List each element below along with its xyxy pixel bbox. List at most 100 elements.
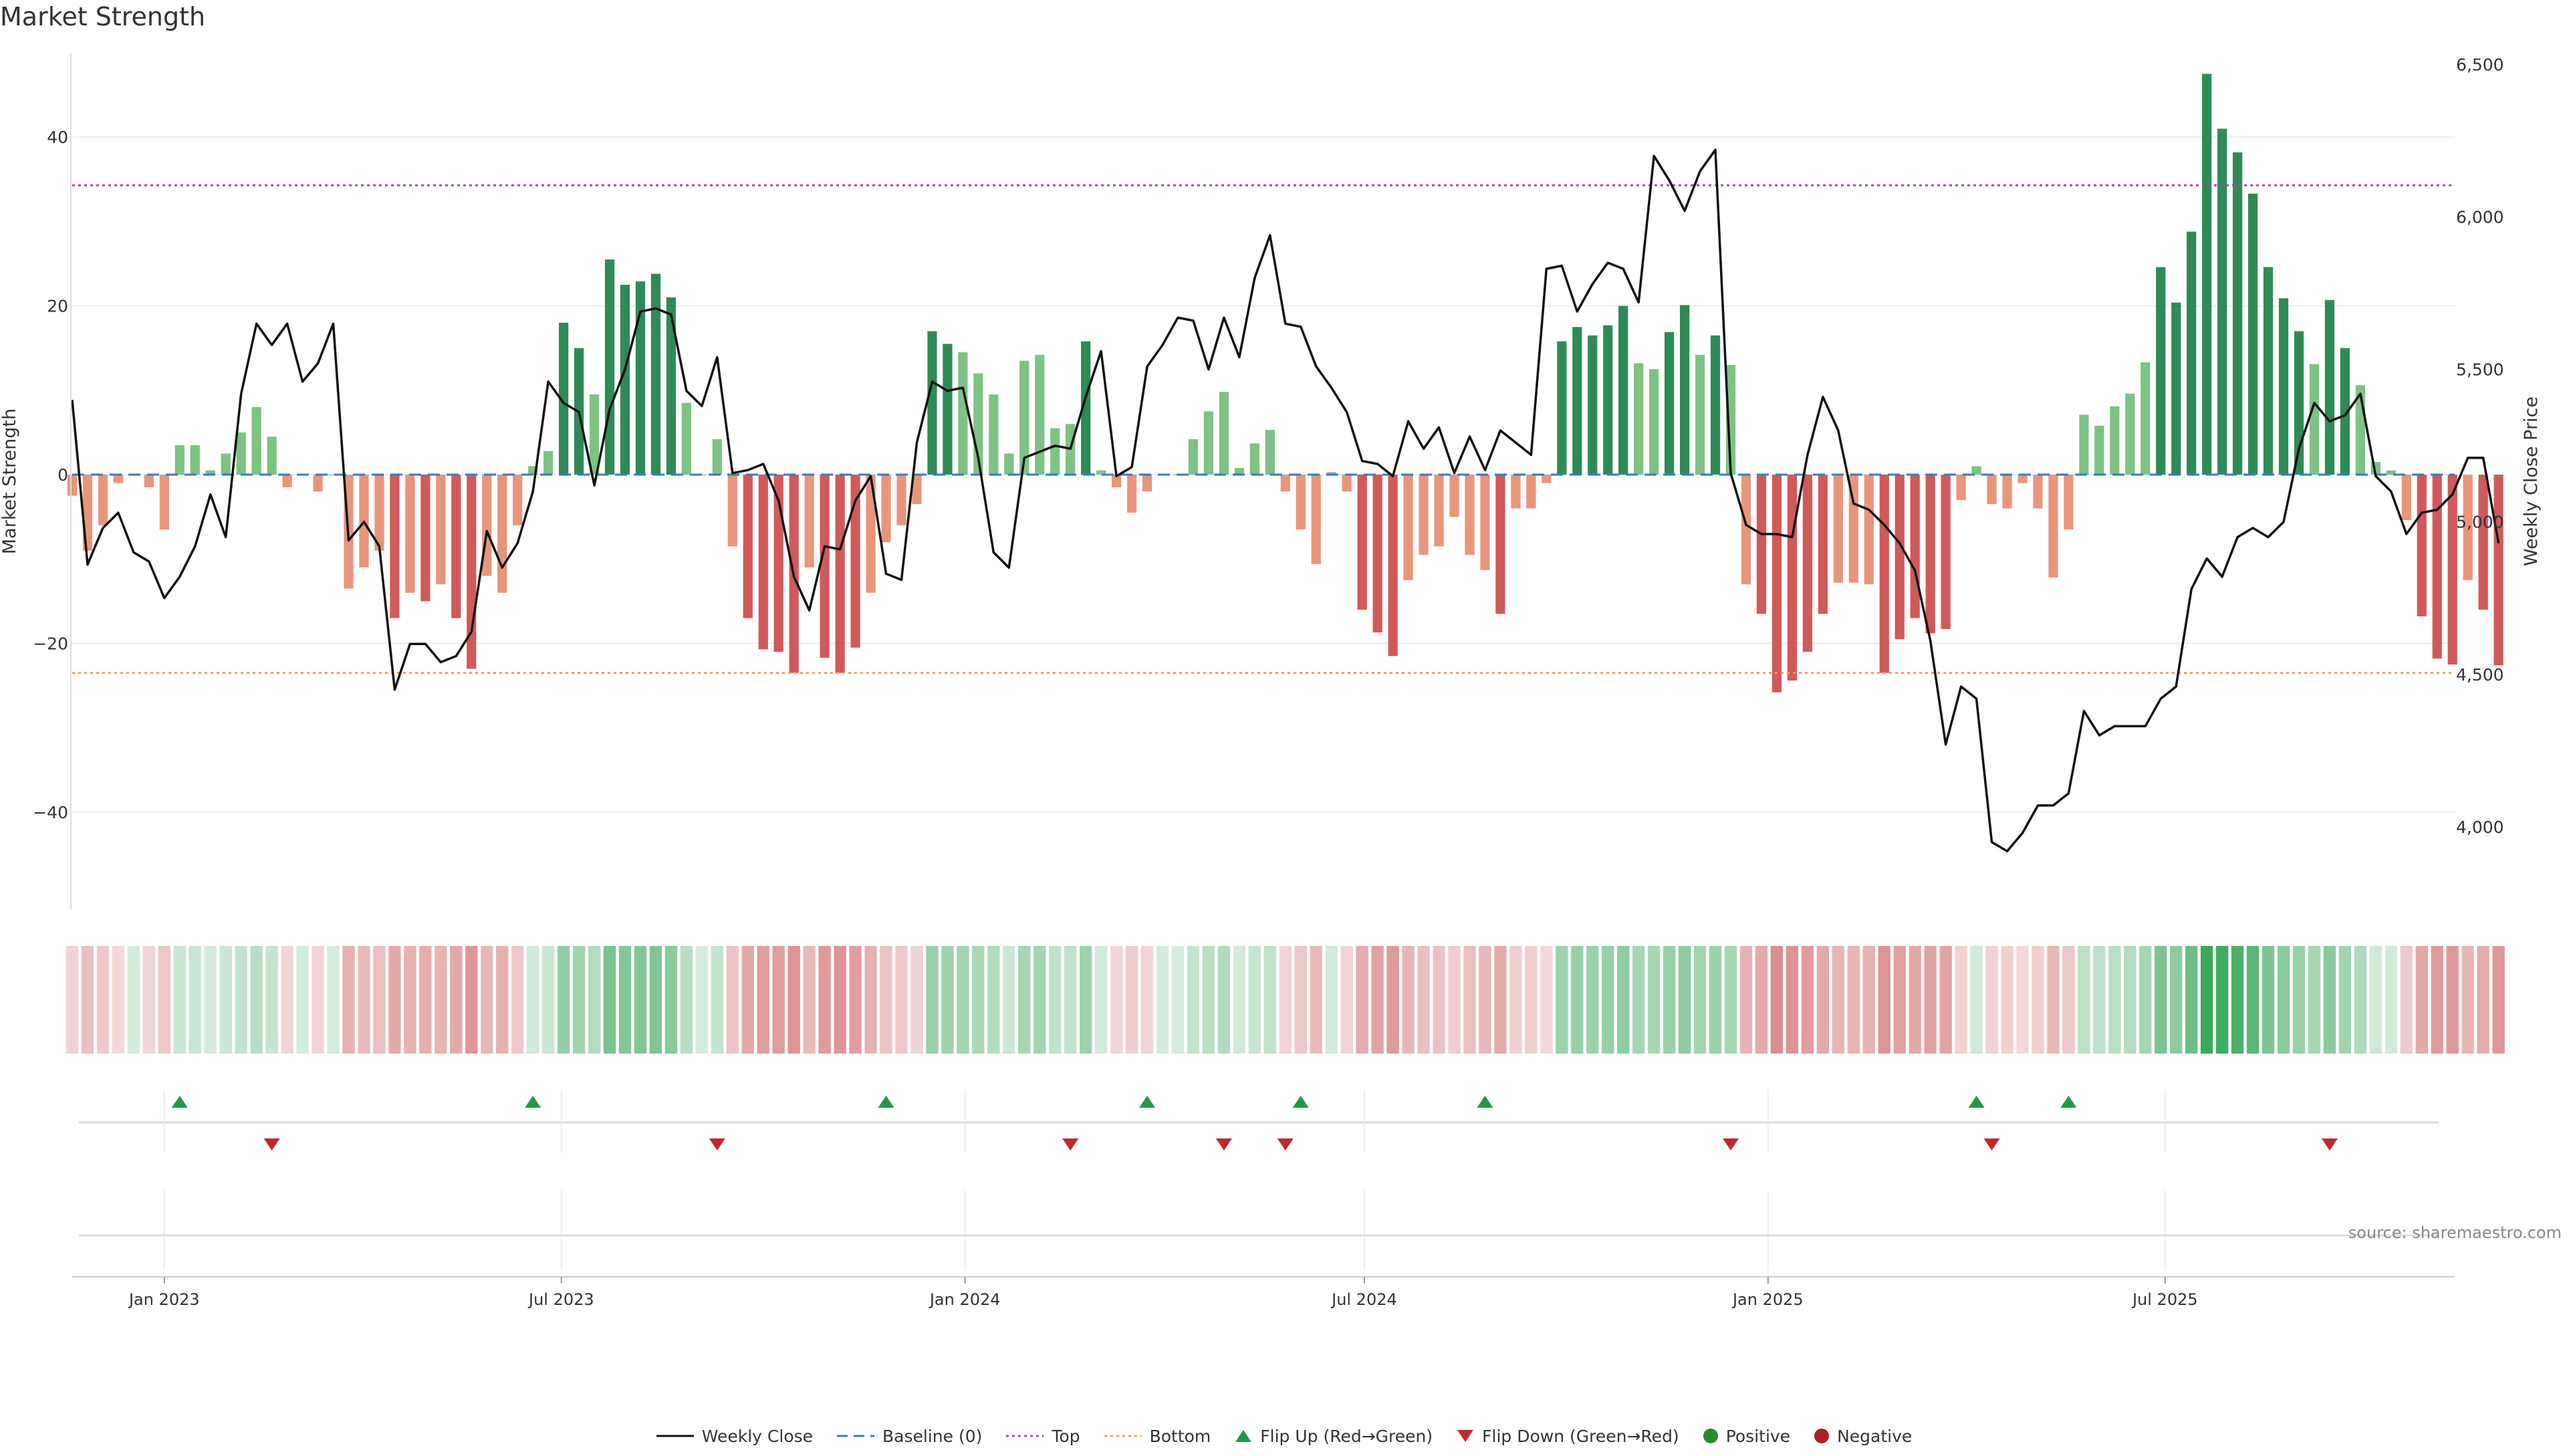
strength-bar (2217, 128, 2227, 475)
right-tick-label: 5,500 (2456, 360, 2504, 380)
heat-cell (373, 946, 386, 1054)
strength-bar (1910, 475, 1920, 618)
negative-dot-icon (1814, 1429, 1830, 1443)
strength-bar (635, 281, 646, 475)
heat-cell (435, 946, 447, 1054)
strength-bar (513, 475, 523, 525)
legend-top: Top (1005, 1427, 1080, 1446)
strength-bar (896, 475, 906, 525)
strength-bar (727, 475, 737, 547)
legend-baseline: Baseline (0) (836, 1427, 982, 1446)
heat-cell (618, 946, 632, 1054)
heat-cell (526, 946, 539, 1054)
strength-bar (1096, 470, 1106, 475)
strength-bar (604, 259, 615, 475)
strength-bar (2263, 267, 2274, 475)
heat-cell (741, 946, 754, 1054)
heat-cell (864, 946, 877, 1054)
strength-bar (436, 475, 446, 585)
heat-cell (2477, 946, 2489, 1054)
heat-cell (1724, 946, 1737, 1054)
heat-cell (158, 946, 171, 1054)
strength-bar (1649, 369, 1659, 475)
heat-cell (1371, 946, 1384, 1054)
heat-cell (880, 946, 892, 1054)
strength-bar (1280, 475, 1290, 492)
strength-bar (712, 439, 722, 475)
strength-bar (1665, 332, 1675, 475)
heat-cell (2492, 946, 2505, 1054)
strength-bar (2340, 348, 2350, 475)
strength-bar (113, 475, 124, 483)
heat-cell (1110, 946, 1123, 1054)
strength-bar (1480, 475, 1490, 570)
heat-cell (496, 946, 509, 1054)
heat-cell (1632, 946, 1645, 1054)
flip-up-marker (1139, 1096, 1156, 1108)
heat-cell (1816, 946, 1830, 1054)
strength-bar (1542, 475, 1552, 483)
strength-bar (251, 407, 261, 475)
heat-cell (1602, 946, 1614, 1054)
legend-baseline-label: Baseline (0) (882, 1426, 983, 1446)
heat-cell (2277, 946, 2290, 1054)
heat-cell (1755, 946, 1768, 1054)
strength-bar (1603, 325, 1613, 475)
flip-up-marker (525, 1096, 541, 1108)
heat-cell (695, 946, 709, 1054)
legend-positive: Positive (1702, 1427, 1790, 1446)
heat-cell (1049, 946, 1062, 1054)
heat-cell (1171, 946, 1185, 1054)
heat-cell (342, 946, 355, 1054)
heat-cell (2032, 946, 2044, 1054)
heat-cell (450, 946, 463, 1054)
heat-cell (511, 946, 524, 1054)
heat-cell (1556, 946, 1568, 1054)
strength-bar (236, 432, 246, 475)
heat-cell (588, 946, 601, 1054)
strength-bar (1741, 475, 1751, 585)
strength-bar (2048, 475, 2058, 578)
heat-cell (1003, 946, 1015, 1054)
heat-cell (2262, 946, 2275, 1054)
heat-cell (173, 946, 186, 1054)
heat-cell (204, 946, 217, 1054)
strength-bar (1987, 475, 1997, 505)
strength-bar (1357, 475, 1367, 610)
strength-bar (758, 475, 768, 650)
heat-cell (1325, 946, 1338, 1054)
heat-cell (1663, 946, 1676, 1054)
heat-cell (1924, 946, 1937, 1054)
strength-bar (1864, 475, 1874, 585)
strength-bar (943, 344, 953, 475)
heat-cell (1402, 946, 1415, 1054)
strength-bar (420, 475, 431, 602)
strength-bar (543, 451, 554, 475)
right-axis-label: Weekly Close Price (2521, 396, 2542, 566)
strength-bar (144, 475, 154, 487)
chart-legend: Weekly Close Baseline (0) Top Bottom Fli… (0, 1416, 2567, 1456)
heat-cell (1739, 946, 1753, 1054)
heat-cell (1479, 946, 1491, 1054)
heat-cell (2461, 946, 2474, 1054)
strength-bar (1035, 354, 1045, 475)
strength-bar (205, 470, 215, 475)
strength-bar (1557, 341, 1567, 475)
heat-cell (265, 946, 278, 1054)
flip-up-marker (1292, 1096, 1309, 1108)
heat-cell (1263, 946, 1277, 1054)
heat-cell (1617, 946, 1630, 1054)
flip-down-marker (1723, 1138, 1739, 1150)
heat-cell (926, 946, 939, 1054)
x-tick-label: Jan 2024 (929, 1290, 1001, 1309)
strength-bar (1234, 467, 1245, 475)
heat-cell (572, 946, 586, 1054)
right-axis: 6,500 6,000 5,500 5,000 4,500 4,000 (2456, 55, 2504, 836)
heat-cell (1862, 946, 1875, 1054)
heat-cell (358, 946, 370, 1054)
heat-cell (2446, 946, 2459, 1054)
strength-bars (67, 74, 2503, 693)
legend-weekly-close: Weekly Close (655, 1427, 813, 1446)
left-tick-label: 40 (47, 128, 68, 147)
flip-down-marker (263, 1138, 280, 1150)
